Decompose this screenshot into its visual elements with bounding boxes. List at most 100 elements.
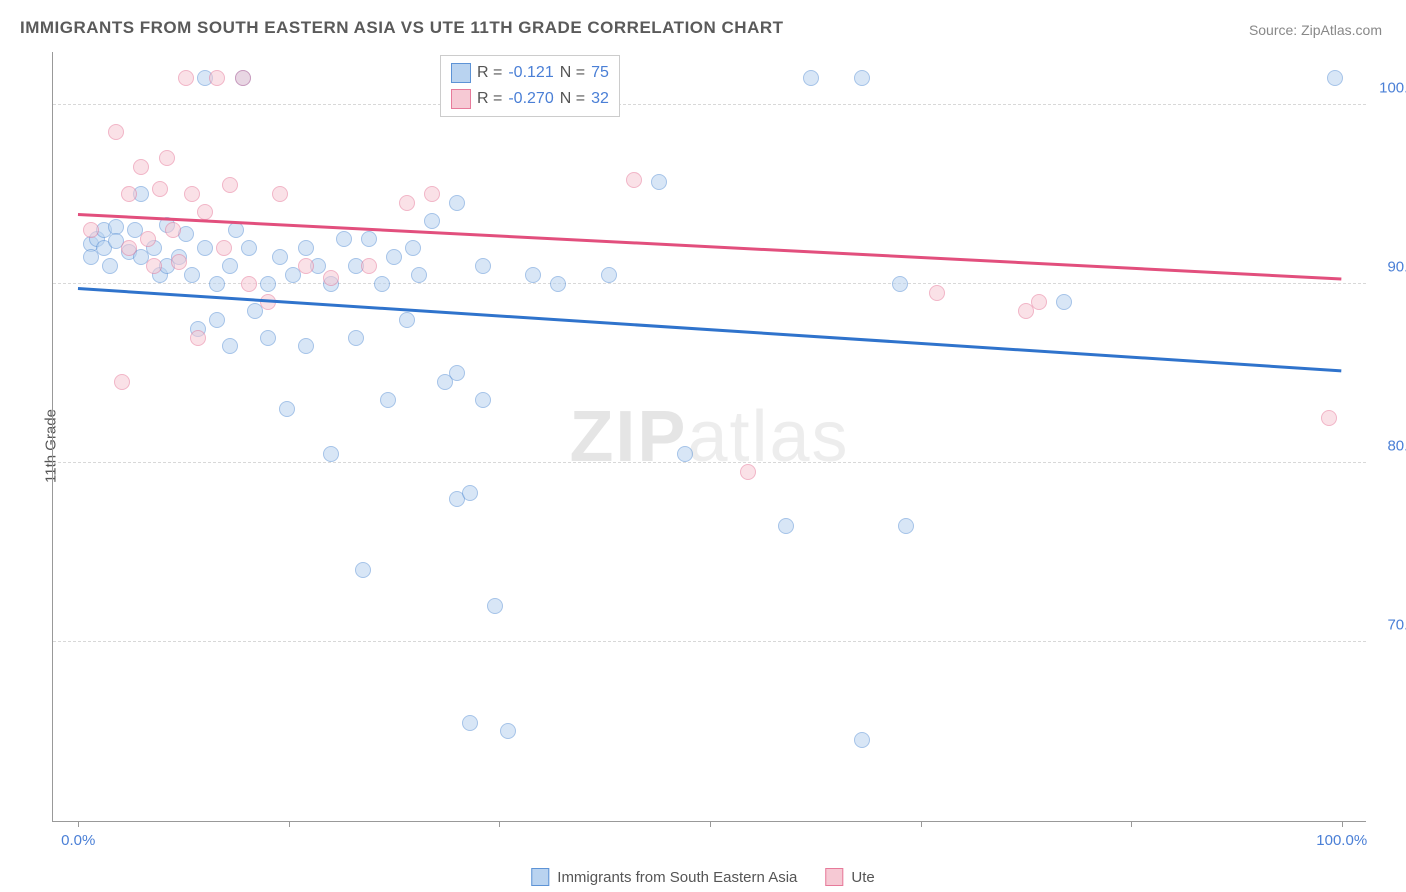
x-tick-mark xyxy=(921,821,922,827)
data-point xyxy=(740,464,756,480)
x-tick-mark xyxy=(78,821,79,827)
data-point xyxy=(159,150,175,166)
legend-swatch xyxy=(451,89,471,109)
data-point xyxy=(487,598,503,614)
data-point xyxy=(241,276,257,292)
data-point xyxy=(197,204,213,220)
x-tick-label: 0.0% xyxy=(61,832,95,849)
x-tick-mark xyxy=(1131,821,1132,827)
legend-swatch xyxy=(531,868,549,886)
gridline xyxy=(53,104,1366,105)
data-point xyxy=(184,267,200,283)
data-point xyxy=(1018,303,1034,319)
x-tick-mark xyxy=(710,821,711,827)
data-point xyxy=(550,276,566,292)
data-point xyxy=(178,70,194,86)
data-point xyxy=(298,338,314,354)
series-legend: Immigrants from South Eastern Asia Ute xyxy=(531,868,874,886)
data-point xyxy=(601,267,617,283)
data-point xyxy=(260,276,276,292)
data-point xyxy=(386,249,402,265)
data-point xyxy=(424,186,440,202)
legend-text: 75 xyxy=(591,64,609,82)
data-point xyxy=(108,124,124,140)
data-point xyxy=(216,240,232,256)
data-point xyxy=(854,70,870,86)
x-tick-label: 100.0% xyxy=(1316,832,1367,849)
data-point xyxy=(140,231,156,247)
legend-text: N = xyxy=(560,64,585,82)
data-point xyxy=(399,195,415,211)
data-point xyxy=(462,715,478,731)
data-point xyxy=(892,276,908,292)
data-point xyxy=(228,222,244,238)
data-point xyxy=(854,732,870,748)
data-point xyxy=(146,258,162,274)
data-point xyxy=(361,258,377,274)
data-point xyxy=(197,240,213,256)
watermark: ZIPatlas xyxy=(569,396,849,478)
legend-swatch xyxy=(825,868,843,886)
data-point xyxy=(898,518,914,534)
chart-title: IMMIGRANTS FROM SOUTH EASTERN ASIA VS UT… xyxy=(20,18,784,38)
data-point xyxy=(525,267,541,283)
data-point xyxy=(222,177,238,193)
series-legend-item: Immigrants from South Eastern Asia xyxy=(531,868,797,886)
scatter-plot-area: ZIPatlas 70.0%80.0%90.0%100.0%0.0%100.0% xyxy=(52,52,1366,822)
legend-text: -0.121 xyxy=(508,64,553,82)
correlation-legend: R = -0.121 N = 75 R = -0.270 N = 32 xyxy=(440,55,620,117)
data-point xyxy=(121,186,137,202)
data-point xyxy=(348,330,364,346)
data-point xyxy=(449,195,465,211)
data-point xyxy=(399,312,415,328)
legend-label: Ute xyxy=(851,869,874,886)
data-point xyxy=(209,70,225,86)
legend-text: R = xyxy=(477,64,502,82)
data-point xyxy=(165,222,181,238)
data-point xyxy=(929,285,945,301)
data-point xyxy=(1321,410,1337,426)
data-point xyxy=(462,485,478,501)
data-point xyxy=(651,174,667,190)
gridline xyxy=(53,641,1366,642)
data-point xyxy=(405,240,421,256)
data-point xyxy=(411,267,427,283)
data-point xyxy=(380,392,396,408)
series-legend-item: Ute xyxy=(825,868,874,886)
legend-swatch xyxy=(451,63,471,83)
data-point xyxy=(298,240,314,256)
data-point xyxy=(323,270,339,286)
data-point xyxy=(190,330,206,346)
data-point xyxy=(279,401,295,417)
data-point xyxy=(1327,70,1343,86)
data-point xyxy=(475,258,491,274)
y-tick-label: 100.0% xyxy=(1379,79,1406,96)
data-point xyxy=(102,258,118,274)
data-point xyxy=(803,70,819,86)
y-tick-label: 90.0% xyxy=(1387,258,1406,275)
data-point xyxy=(500,723,516,739)
data-point xyxy=(626,172,642,188)
legend-text: -0.270 xyxy=(508,90,553,108)
legend-text: 32 xyxy=(591,90,609,108)
data-point xyxy=(209,312,225,328)
data-point xyxy=(260,330,276,346)
x-tick-mark xyxy=(499,821,500,827)
data-point xyxy=(355,562,371,578)
legend-label: Immigrants from South Eastern Asia xyxy=(557,869,797,886)
data-point xyxy=(121,240,137,256)
trend-line xyxy=(78,213,1342,280)
data-point xyxy=(171,254,187,270)
x-tick-mark xyxy=(1342,821,1343,827)
data-point xyxy=(778,518,794,534)
data-point xyxy=(152,181,168,197)
legend-text: N = xyxy=(560,90,585,108)
gridline xyxy=(53,462,1366,463)
data-point xyxy=(475,392,491,408)
data-point xyxy=(133,159,149,175)
data-point xyxy=(1056,294,1072,310)
data-point xyxy=(114,374,130,390)
data-point xyxy=(209,276,225,292)
source-attribution: Source: ZipAtlas.com xyxy=(1249,22,1382,38)
data-point xyxy=(449,365,465,381)
